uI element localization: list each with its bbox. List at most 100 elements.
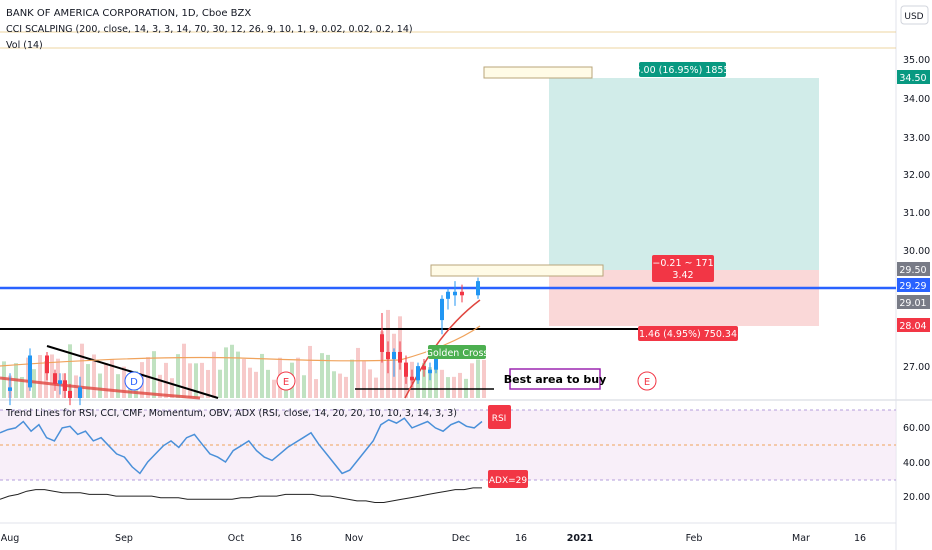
rsi-badge-text: RSI xyxy=(492,414,507,424)
earnings-marker-2[interactable]: E xyxy=(637,371,657,391)
candle-body xyxy=(398,351,402,363)
candle-body xyxy=(45,355,49,374)
stop-label: 1.46 (4.95%) 750.34 xyxy=(639,329,737,340)
rsi-tick-label: 40.00 xyxy=(903,458,930,469)
candle-body xyxy=(386,351,390,360)
volume-bar xyxy=(164,362,168,398)
candle-body xyxy=(53,373,57,384)
note-box-top[interactable] xyxy=(483,66,593,79)
price-tick-label: 30.00 xyxy=(903,246,930,257)
profit-zone[interactable] xyxy=(549,78,819,270)
dividend-marker[interactable]: D xyxy=(124,371,144,391)
rsi-tick-label: 60.00 xyxy=(903,423,930,434)
volume-bar xyxy=(422,362,426,398)
time-tick-label: Mar xyxy=(792,533,810,544)
price-tick-label: 35.00 xyxy=(903,55,930,66)
volume-bar xyxy=(254,371,258,398)
price-tick-label: 32.00 xyxy=(903,170,930,181)
price-badge xyxy=(897,278,930,292)
volume-bar xyxy=(206,369,210,398)
candle-body xyxy=(8,387,12,391)
candle-body xyxy=(68,390,72,398)
volume-bar xyxy=(224,347,228,398)
candle-body xyxy=(410,376,414,381)
candle-body xyxy=(58,380,62,384)
price-badge xyxy=(897,318,930,332)
volume-bar xyxy=(32,369,36,398)
candle-body xyxy=(63,380,67,391)
time-axis[interactable]: Aug Sep Oct 16 Nov Dec 16 2021 Feb Mar 16 xyxy=(1,533,866,544)
volume-bar xyxy=(242,358,246,398)
note-box-entry[interactable] xyxy=(430,264,604,277)
time-tick-label: 2021 xyxy=(567,533,593,544)
indicator-volume[interactable]: Vol (14) xyxy=(6,40,43,51)
price-badge xyxy=(897,295,930,309)
volume-bar xyxy=(338,373,342,398)
candle-body xyxy=(78,387,82,398)
candle-body xyxy=(416,366,420,381)
volume-bar xyxy=(194,363,198,398)
volume-bar xyxy=(158,374,162,398)
volume-bar xyxy=(272,379,276,398)
candle-body xyxy=(434,359,438,370)
candle-body xyxy=(453,291,457,296)
price-axis[interactable]: 35.00 34.00 33.00 32.00 31.00 30.00 27.00 xyxy=(903,55,930,373)
entry-label-1: −0.21 ~ 171 xyxy=(652,258,713,269)
volume-bar xyxy=(170,378,174,398)
candle-body xyxy=(428,369,432,374)
volume-bar xyxy=(458,372,462,398)
volume-bar xyxy=(428,367,432,398)
volume-bar xyxy=(182,343,186,398)
volume-bar xyxy=(188,363,192,398)
currency-button[interactable] xyxy=(900,5,929,25)
best-area-box[interactable] xyxy=(509,368,601,390)
time-tick-label: Aug xyxy=(1,533,20,544)
volume-bar xyxy=(308,345,312,398)
volume-bar xyxy=(200,362,204,398)
price-badge-label: 29.50 xyxy=(899,265,926,276)
volume-bar xyxy=(230,344,234,398)
target-label: 5.00 (16.95%) 1855 xyxy=(634,65,729,76)
candle-body xyxy=(392,351,396,360)
volume-bar xyxy=(116,374,120,398)
time-tick-label: 16 xyxy=(290,533,302,544)
price-badges: 34.50 29.50 29.29 29.01 28.04 xyxy=(897,70,930,332)
volume-bar xyxy=(110,359,114,398)
ma-red-line xyxy=(0,376,201,400)
candle-body xyxy=(404,362,408,377)
candle-body xyxy=(460,291,464,296)
indicator-cci-scalping[interactable]: CCI SCALPING (200, close, 14, 3, 3, 14, … xyxy=(6,24,413,35)
volume-bar xyxy=(368,369,372,398)
time-tick-label: 16 xyxy=(854,533,866,544)
candle-body xyxy=(446,291,450,299)
volume-bar xyxy=(68,344,72,398)
volume-bar xyxy=(92,354,96,398)
adx-badge xyxy=(488,470,528,488)
rsi-tick-label: 20.00 xyxy=(903,492,930,503)
dividend-marker-label: D xyxy=(130,377,138,388)
volume-bar xyxy=(446,377,450,398)
volume-bar xyxy=(476,359,480,398)
candle-body xyxy=(422,366,426,370)
currency-label: USD xyxy=(904,12,923,22)
volume-bar xyxy=(470,363,474,398)
golden-cross-badge[interactable] xyxy=(428,345,486,359)
candlesticks xyxy=(8,277,480,406)
price-tick-label: 33.00 xyxy=(903,133,930,144)
price-tick-label: 34.00 xyxy=(903,94,930,105)
adx-badge-text: ADX=29 xyxy=(489,476,528,486)
volume-bar xyxy=(296,357,300,398)
volume-bar xyxy=(248,367,252,398)
volume-bar xyxy=(452,376,456,398)
best-area-text: Best area to buy xyxy=(504,373,607,386)
volume-bar xyxy=(314,379,318,398)
price-badge-label: 34.50 xyxy=(899,73,926,84)
volume-bar xyxy=(332,371,336,398)
price-tick-label: 27.00 xyxy=(903,362,930,373)
volume-bar xyxy=(80,343,84,398)
time-tick-label: Sep xyxy=(115,533,133,544)
rsi-axis[interactable]: 60.00 40.00 20.00 xyxy=(903,423,930,503)
earnings-marker-1[interactable]: E xyxy=(276,371,296,391)
lower-pane-title[interactable]: Trend Lines for RSI, CCI, CMF, Momentum,… xyxy=(5,408,457,419)
